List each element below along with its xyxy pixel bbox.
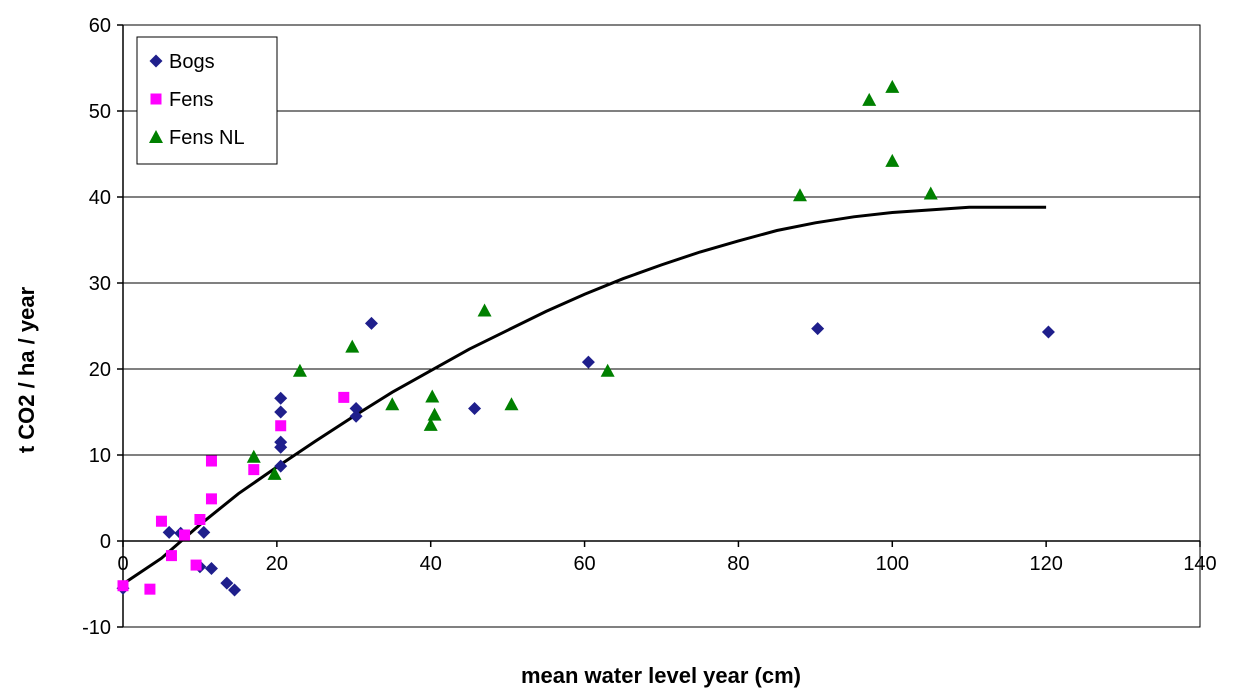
point-fens-nl (292, 363, 307, 377)
x-tick-label: 0 (117, 553, 128, 575)
plot-area (122, 24, 1201, 628)
point-bogs (162, 525, 176, 539)
y-tick-label: 0 (100, 531, 111, 553)
point-fens-nl (246, 449, 261, 463)
point-bogs (364, 316, 378, 330)
point-fens-nl (385, 397, 400, 411)
point-fens (205, 455, 217, 467)
y-tick-label: 50 (89, 101, 111, 123)
point-fens-nl (423, 417, 438, 431)
y-tick-label: -10 (82, 617, 111, 639)
point-fens-nl (923, 186, 938, 200)
point-fens (338, 391, 350, 403)
point-bogs (274, 391, 288, 405)
point-fens-nl (862, 92, 877, 106)
point-bogs (197, 525, 211, 539)
point-fens (144, 583, 156, 595)
y-tick-label: 30 (89, 273, 111, 295)
point-fens-nl (885, 79, 900, 93)
y-tick-label: 40 (89, 187, 111, 209)
point-bogs (581, 355, 595, 369)
x-tick-label: 100 (876, 553, 909, 575)
legend-marker-fens-nl (149, 130, 163, 143)
x-tick-label: 140 (1183, 553, 1216, 575)
point-fens (155, 515, 167, 527)
point-bogs (228, 583, 242, 597)
point-bogs (274, 459, 288, 473)
point-fens (275, 420, 287, 432)
point-fens-nl (600, 363, 615, 377)
point-fens-nl (425, 389, 440, 403)
point-fens-nl (504, 397, 519, 411)
y-tick-label: 10 (89, 445, 111, 467)
x-axis-title: mean water level year (cm) (521, 663, 801, 688)
legend: Bogs Fens Fens NL (136, 36, 278, 165)
trend-line-group (122, 205, 1047, 586)
point-fens (190, 559, 202, 571)
point-bogs (1041, 325, 1055, 339)
point-fens-nl (477, 303, 492, 317)
x-tick-label: 80 (727, 553, 749, 575)
legend-label-fens: Fens (169, 89, 213, 111)
point-fens (248, 464, 260, 476)
point-bogs (274, 405, 288, 419)
y-tick-label: 60 (89, 15, 111, 37)
point-bogs (811, 322, 825, 336)
legend-marker-fens (150, 93, 162, 105)
point-fens-nl (885, 153, 900, 167)
data-points (116, 79, 1055, 597)
x-tick-label: 40 (420, 553, 442, 575)
point-fens (179, 529, 191, 541)
legend-label-bogs: Bogs (169, 51, 215, 73)
gridlines (123, 24, 1200, 628)
point-fens-nl (427, 407, 442, 421)
y-axis-title: t CO2 / ha / year (14, 286, 39, 453)
point-bogs (274, 440, 288, 454)
legend-marker-bogs (149, 54, 163, 68)
plot-frame (122, 24, 1201, 628)
trend-line (122, 205, 1047, 586)
point-bogs (468, 402, 482, 416)
point-fens (165, 550, 177, 562)
x-tick-label: 120 (1029, 553, 1062, 575)
x-tick-label: 60 (573, 553, 595, 575)
point-fens (117, 580, 129, 592)
tick-labels: 0 20 40 60 80 100 120 140 -10 0 10 20 30 40 50 60 (82, 15, 1217, 639)
point-fens (194, 514, 206, 525)
legend-label-fens-nl: Fens NL (169, 127, 245, 149)
point-fens-nl (792, 188, 807, 202)
point-fens (205, 493, 217, 505)
point-bogs (349, 409, 363, 423)
point-bogs (204, 562, 218, 576)
x-tick-label: 20 (266, 553, 288, 575)
point-bogs (220, 576, 234, 590)
point-fens-nl (267, 466, 282, 480)
y-tick-label: 20 (89, 359, 111, 381)
point-bogs (349, 402, 363, 416)
point-fens-nl (345, 339, 360, 353)
axes (117, 24, 1201, 628)
